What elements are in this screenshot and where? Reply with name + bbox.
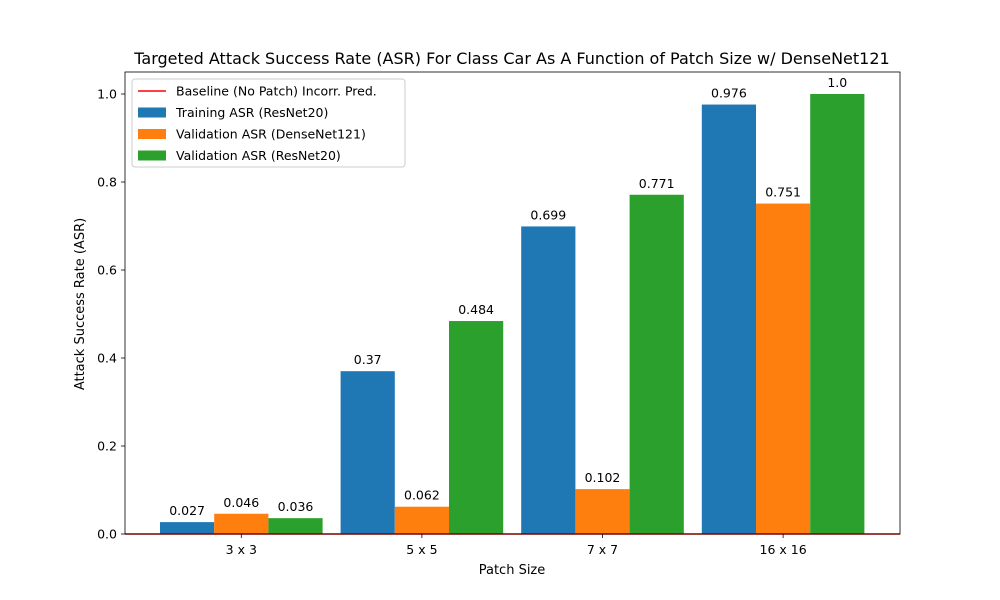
legend-label: Validation ASR (ResNet20) [176,148,341,163]
bar [756,203,811,534]
bar [575,489,630,534]
bar-value-label: 0.036 [278,499,314,514]
legend-swatch [138,150,166,161]
y-axis: 0.0 0.2 0.4 0.6 0.8 1.0 [97,87,125,542]
bar [340,371,395,534]
y-tick-label: 1.0 [97,87,117,102]
x-tick-label: 7 x 7 [587,542,618,557]
bar-value-label: 1.0 [827,75,847,90]
y-tick-label: 0.6 [97,263,117,278]
bar-labels-group: 0.027 0.37 0.699 0.976 0.046 0.062 0.102 0.751 0… [169,75,847,518]
bar-value-label: 0.976 [711,86,747,101]
y-tick-label: 0.4 [97,351,117,366]
bar [394,506,449,534]
bar [160,522,215,534]
bar-value-label: 0.751 [765,185,801,200]
bar [629,194,684,534]
chart-title: Targeted Attack Success Rate (ASR) For C… [133,49,889,68]
y-tick-label: 0.2 [97,439,117,454]
bar [810,94,865,534]
bar [701,104,756,534]
x-tick-label: 5 x 5 [406,542,437,557]
legend-swatch [138,107,166,118]
y-axis-label: Attack Success Rate (ASR) [73,218,88,390]
y-tick-label: 0.0 [97,527,117,542]
legend-swatch [138,129,166,139]
bar-value-label: 0.046 [223,495,259,510]
x-axis: 3 x 3 5 x 5 7 x 7 16 x 16 [226,534,807,557]
bar-value-label: 0.484 [458,302,494,317]
bar-value-label: 0.699 [530,207,566,222]
x-tick-label: 16 x 16 [760,542,807,557]
bar-value-label: 0.37 [354,352,382,367]
bar-value-label: 0.027 [169,503,205,518]
bar-value-label: 0.771 [639,176,675,191]
legend-box [131,78,406,168]
bar [214,513,269,534]
plot-frame [124,71,901,535]
bar [449,321,504,534]
legend-label: Validation ASR (DenseNet121) [176,127,366,142]
legend-label: Baseline (No Patch) Incorr. Pred. [176,84,377,99]
x-axis-label: Patch Size [479,563,546,578]
bar [268,518,323,534]
x-tick-label: 3 x 3 [226,542,257,557]
y-tick-label: 0.8 [97,175,117,190]
bar [521,226,576,534]
legend-label: Training ASR (ResNet20) [175,105,328,120]
bar-value-label: 0.102 [585,470,621,485]
bar-value-label: 0.062 [404,488,440,503]
legend: Baseline (No Patch) Incorr. Pred. Trainin… [131,78,406,168]
bars-group [160,94,865,534]
